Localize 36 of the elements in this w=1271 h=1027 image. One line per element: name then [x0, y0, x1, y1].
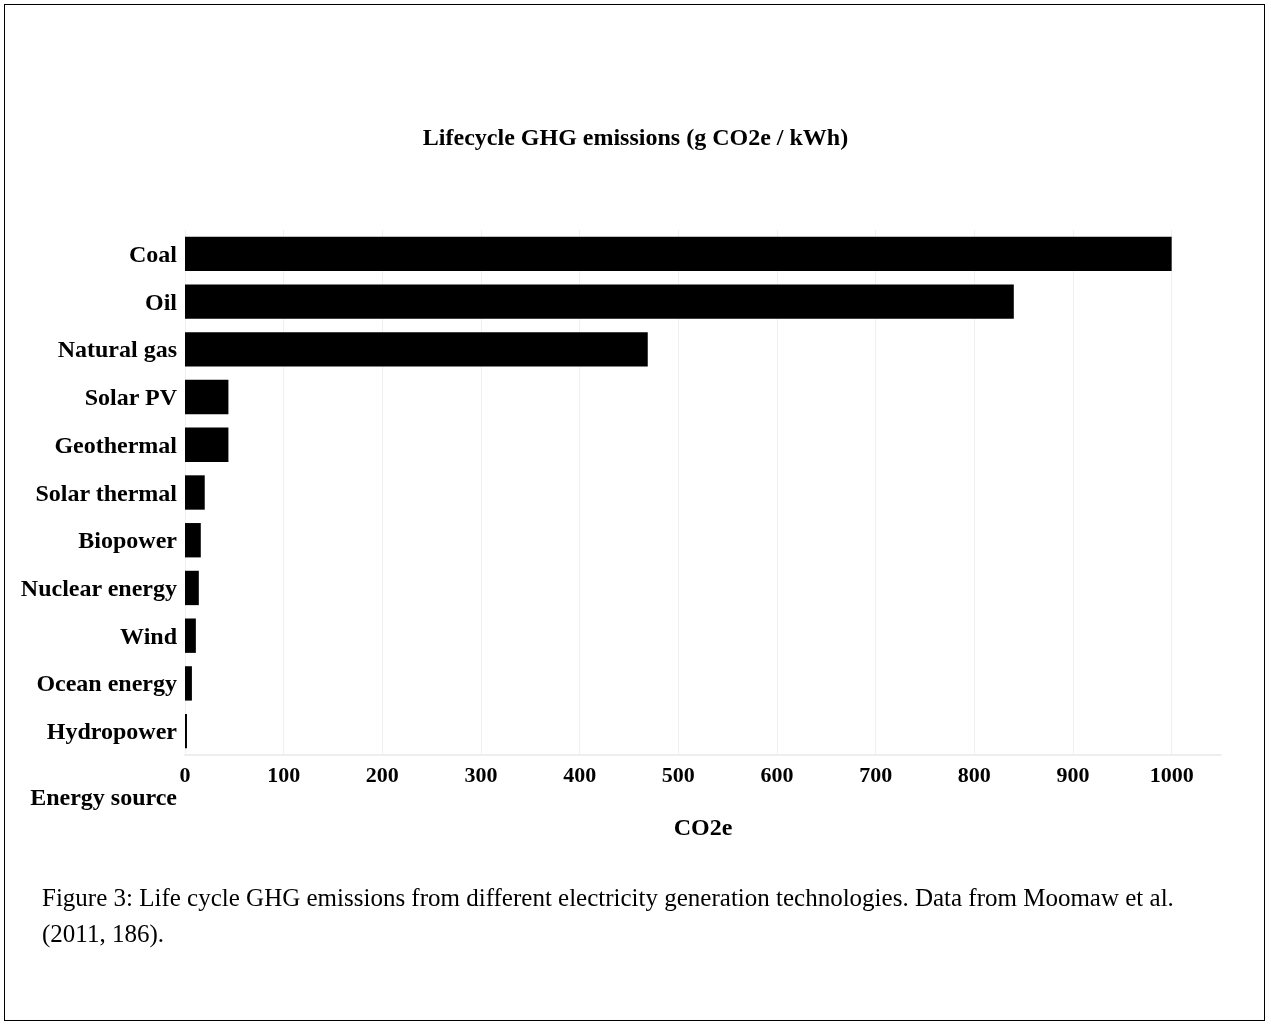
y-axis-title: Energy source [30, 783, 178, 810]
y-tick-label: Ocean energy [36, 670, 177, 697]
x-tick-label: 900 [1056, 761, 1090, 787]
bar [185, 523, 201, 558]
bar [185, 666, 192, 701]
bar [185, 475, 205, 510]
x-tick-label: 600 [760, 761, 794, 787]
y-tick-label: Oil [144, 288, 178, 315]
x-tick-label: 700 [859, 761, 893, 787]
caption: Figure 3: Life cycle GHG emissions from different electricity generation technologies. Data from Moomaw et al. (2011, 186). [42, 883, 1175, 950]
y-tick-label: Biopower [78, 527, 178, 554]
bar [185, 427, 229, 462]
y-tick-label: Geothermal [54, 431, 178, 458]
x-tick-label: 400 [563, 761, 597, 787]
x-tick-label: 800 [957, 761, 991, 787]
y-tick-label: Coal [129, 240, 178, 267]
bar [185, 332, 648, 367]
x-tick-label: 200 [365, 761, 399, 787]
bar [185, 236, 1172, 272]
y-tick-label: Nuclear energy [20, 574, 177, 601]
bar [185, 570, 199, 606]
y-tick-label: Wind [120, 622, 178, 649]
chart-title: Lifecycle GHG emissions (g CO2e / kWh) [422, 124, 849, 150]
x-tick-label: 300 [464, 761, 498, 787]
y-tick-label: Solar thermal [35, 479, 178, 506]
x-tick-label: 100 [267, 761, 301, 787]
bar [185, 379, 229, 415]
bar [185, 618, 196, 653]
x-axis-title: CO2e [673, 814, 733, 840]
y-tick-label: Hydropower [46, 718, 178, 745]
x-tick-label: 1000 [1149, 761, 1194, 787]
x-tick-label: 0 [179, 761, 191, 787]
y-tick-label: Natural gas [57, 336, 177, 363]
x-tick-label: 500 [661, 761, 695, 787]
bar [185, 284, 1014, 319]
y-tick-label: Solar PV [84, 384, 178, 411]
